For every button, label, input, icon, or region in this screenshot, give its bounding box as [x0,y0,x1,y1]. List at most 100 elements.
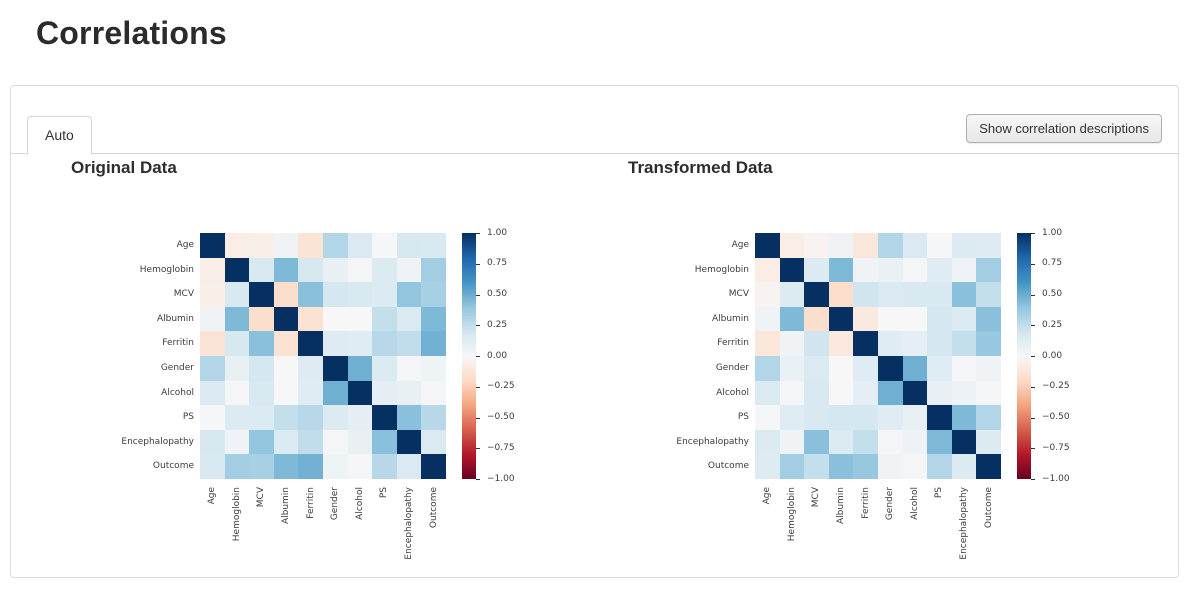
x-axis-label-text: Encephalopathy [959,487,970,560]
heatmap-cell [828,331,854,356]
colorbar-tick [476,294,480,296]
x-axis-label: MCV [804,487,829,565]
heatmap-cell [421,331,446,356]
heatmap-cell [249,380,274,406]
heatmap-cell [224,331,250,356]
heatmap-cell [396,282,422,307]
heatmap-cell [828,233,854,258]
heatmap-cell [804,355,829,381]
x-axis-label: Gender [878,487,903,565]
x-axis-label-text: PS [934,487,945,499]
heatmap-cell [224,454,250,479]
heatmap-cell [322,257,348,283]
colorbar-tick [1031,325,1035,327]
heatmap-cell [273,257,299,283]
heatmap-cell [951,257,977,283]
heatmap-cell [273,380,299,406]
colorbar-tick-label: 0.00 [1042,350,1063,361]
heatmap-cell [853,282,878,307]
heatmap-cell [372,233,397,258]
y-axis-label: Outcome [152,461,194,472]
heatmap-cell [421,454,446,479]
colorbar-tick [1031,294,1035,296]
heatmap-cell [347,429,373,455]
colorbar-tick-label: −0.75 [487,442,515,453]
heatmap-cell [372,380,397,406]
heatmap-cell [298,233,323,258]
heatmap-cell [372,257,397,283]
heatmap-cell [421,282,446,307]
heatmap-cell [200,380,225,406]
heatmap-cell [804,306,829,332]
heatmap-cell [951,282,977,307]
heatmap-cell [853,454,878,479]
heatmap-cell [779,405,805,430]
heatmap-cell [755,405,780,430]
heatmap-cell [902,257,928,283]
heatmap-cell [322,454,348,479]
heatmap-cell [322,429,348,455]
heatmap-cell [273,454,299,479]
heatmap-cell [755,306,780,332]
heatmap-cell [951,306,977,332]
colorbar-tick-label: −1.00 [1042,473,1070,484]
heatmap-cell [347,306,373,332]
heatmap-cell [347,380,373,406]
heatmap-grid [200,233,446,479]
original-data-heatmap: Age Hemoglobin MCV Albumin Ferritin Gender Alc… [11,86,1178,577]
original-data-title: Original Data [71,158,177,177]
y-axis-label: Ferritin [162,338,194,349]
heatmap-cell [951,380,977,406]
heatmap-cell [779,380,805,406]
heatmap-cell [804,429,829,455]
heatmap-cell [755,355,780,381]
heatmap-cell [273,355,299,381]
heatmap-cell [902,331,928,356]
heatmap-cell [804,454,829,479]
heatmap-cell [902,355,928,381]
heatmap-cell [877,355,903,381]
heatmap-cell [224,429,250,455]
heatmap-cell [372,355,397,381]
heatmap-cell [976,306,1001,332]
heatmap-cell [951,405,977,430]
heatmap-cell [347,257,373,283]
heatmap-cell [779,454,805,479]
heatmap-cell [224,405,250,430]
heatmap-cell [951,233,977,258]
heatmap-cell [804,331,829,356]
colorbar [1017,233,1031,479]
heatmap-cell [976,355,1001,381]
heatmap-cell [927,331,952,356]
x-axis-label-text: Ferritin [860,487,871,519]
x-axis-label-text: Age [762,487,773,505]
heatmap-cell [347,331,373,356]
show-correlation-descriptions-button[interactable]: Show correlation descriptions [966,114,1162,143]
heatmap-cell [273,405,299,430]
heatmap-cell [828,454,854,479]
heatmap-cell [976,454,1001,479]
heatmap-cell [249,355,274,381]
colorbar-tick [476,325,480,327]
colorbar-tick-label: −0.25 [487,381,515,392]
heatmap-cell [396,306,422,332]
colorbar-tick [476,448,480,450]
heatmap-cell [951,331,977,356]
heatmap-cell [853,380,878,406]
heatmap-cell [902,429,928,455]
heatmap-cell [249,331,274,356]
tab-auto[interactable]: Auto [27,116,92,155]
colorbar-tick [476,386,480,388]
heatmap-cell [927,355,952,381]
heatmap-cell [273,306,299,332]
heatmap-cell [298,257,323,283]
heatmap-cell [853,405,878,430]
heatmap-cell [322,282,348,307]
colorbar-tick [1031,356,1035,357]
heatmap-cell [298,306,323,332]
heatmap-cell [200,233,225,258]
heatmap-cell [249,233,274,258]
y-axis-label: Albumin [156,313,194,324]
heatmap-cell [396,405,422,430]
heatmap-cell [927,306,952,332]
